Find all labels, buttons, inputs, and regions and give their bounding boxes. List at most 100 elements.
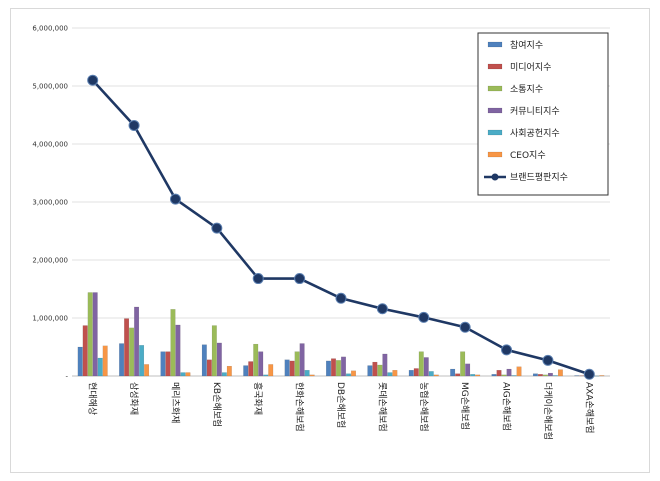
category-label: KB손해보험 [211, 382, 222, 427]
data-point [335, 292, 347, 304]
bar [185, 372, 191, 377]
bar [211, 325, 217, 377]
bar [170, 309, 176, 377]
data-point [542, 354, 554, 366]
bar [326, 360, 331, 377]
bar [465, 363, 471, 377]
data-point [87, 74, 99, 86]
bar [139, 345, 145, 377]
bar [377, 364, 383, 377]
data-point [294, 273, 306, 285]
data-point [169, 193, 181, 205]
bar [387, 372, 393, 377]
legend-label: 브랜드평판지수 [510, 172, 568, 183]
bar [284, 359, 290, 377]
bar [542, 374, 548, 377]
bar [470, 374, 476, 377]
category-label: 롯데손해보험 [376, 382, 387, 432]
legend-label: CEO지수 [510, 150, 546, 161]
bar [144, 364, 150, 377]
bar [243, 365, 249, 377]
bar [201, 344, 207, 377]
bar [124, 318, 130, 377]
bar [547, 372, 553, 377]
bar [221, 372, 227, 377]
bar [253, 343, 259, 377]
bar [294, 351, 300, 377]
bar [491, 374, 497, 377]
bar [289, 360, 295, 377]
category-label: DB손해보험 [335, 382, 346, 428]
category-label: 한화손해보험 [294, 382, 305, 432]
y-tick-label: - [65, 373, 68, 381]
bar [367, 365, 373, 377]
bar [309, 374, 315, 377]
legend-label: 미디어지수 [510, 62, 551, 73]
legend-label: 소통지수 [510, 84, 543, 95]
data-point [583, 368, 595, 380]
legend-swatch [487, 85, 503, 92]
bar [248, 361, 254, 377]
bar [496, 370, 502, 377]
category-label: 더케이손해보험 [542, 382, 553, 440]
bar [392, 370, 398, 377]
bar [175, 324, 181, 377]
bar [450, 368, 456, 377]
y-tick-label: 4,000,000 [32, 141, 68, 149]
y-tick-label: 3,000,000 [32, 199, 68, 207]
bar [408, 370, 414, 377]
bar [460, 351, 466, 377]
bar [351, 370, 356, 377]
bar [413, 368, 419, 377]
bar [87, 292, 93, 377]
data-point [252, 273, 264, 285]
bar [557, 369, 563, 377]
bar [216, 342, 222, 377]
category-label: 메리츠화재 [169, 382, 180, 423]
bar [206, 359, 212, 377]
data-point [501, 344, 513, 356]
bar [455, 373, 461, 377]
data-point [418, 311, 430, 323]
category-label: 삼성화재 [128, 382, 139, 415]
bar [263, 374, 269, 377]
bar [268, 364, 274, 377]
y-tick-label: 2,000,000 [32, 257, 68, 265]
bar [552, 375, 558, 377]
bar [537, 374, 543, 377]
bar [336, 360, 341, 377]
legend-marker [491, 173, 499, 181]
bar [102, 345, 108, 377]
legend-swatch [487, 107, 503, 114]
bar [97, 357, 103, 377]
bar [331, 358, 336, 377]
category-label: AIG손해보험 [501, 382, 512, 431]
legend-swatch [487, 151, 503, 158]
legend-swatch [487, 129, 503, 136]
bar [475, 374, 481, 377]
bar [77, 346, 83, 377]
bar [423, 357, 429, 377]
category-label: MG손해보험 [459, 382, 470, 430]
bar [428, 371, 434, 377]
y-tick-label: 1,000,000 [32, 315, 68, 323]
bar [160, 351, 166, 377]
legend-box [477, 32, 609, 196]
bar [129, 327, 135, 377]
bar [501, 374, 507, 377]
legend-swatch [487, 41, 503, 48]
bar [299, 343, 305, 377]
bar [82, 325, 88, 377]
category-label: 현대해상 [87, 382, 98, 415]
data-point [128, 119, 140, 131]
bar [418, 351, 424, 377]
bar [511, 375, 517, 377]
legend-label: 사회공헌지수 [510, 128, 560, 139]
bar [382, 353, 388, 377]
legend-label: 커뮤니티지수 [510, 106, 560, 117]
bar [165, 351, 171, 377]
data-point [211, 222, 223, 234]
bar [532, 373, 538, 377]
category-label: 흥국화재 [252, 382, 264, 415]
